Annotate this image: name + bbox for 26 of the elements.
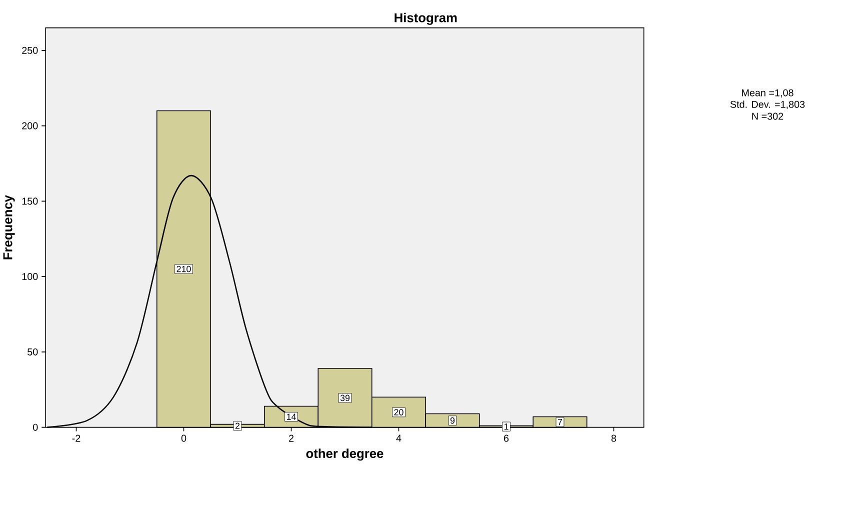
y-tick-label: 0 [33, 424, 38, 431]
chart-title: Histogram [394, 12, 457, 26]
data-label: 9 [450, 417, 455, 424]
data-label: 210 [176, 266, 191, 272]
data-label: 14 [286, 414, 296, 420]
y-tick-label: 100 [22, 273, 38, 280]
x-axis-title: other degree [306, 448, 384, 461]
y-tick-label: 150 [22, 198, 38, 205]
text: Std. Dev. =1,803 [730, 100, 805, 110]
text: N =302 [752, 112, 784, 120]
x-tick-label: 4 [396, 434, 402, 442]
y-axis-title: Frequency [3, 195, 15, 260]
y-tick-label: 250 [22, 47, 38, 54]
data-label: 7 [558, 419, 562, 426]
data-label: 2 [235, 422, 240, 430]
text: Mean =1,08 [742, 89, 794, 98]
x-tick-label: 0 [181, 434, 186, 442]
data-label: 1 [504, 424, 508, 430]
data-label: 20 [394, 409, 404, 416]
data-label: 39 [340, 394, 350, 402]
y-tick-label: 50 [28, 348, 38, 356]
x-tick-label: 8 [611, 434, 616, 442]
x-tick-label: -2 [72, 434, 80, 442]
y-tick-label: 200 [22, 122, 38, 130]
x-tick-label: 2 [289, 434, 294, 442]
x-tick-label: 6 [504, 434, 509, 442]
